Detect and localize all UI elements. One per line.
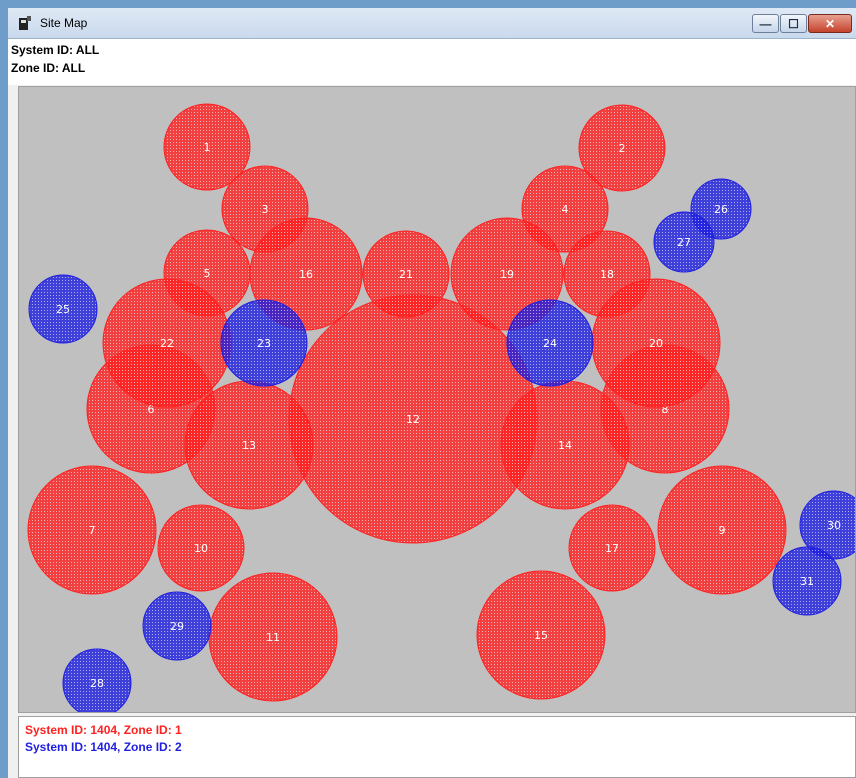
zone-circle-label: 3 <box>262 203 269 216</box>
filter-header: System ID: ALL Zone ID: ALL <box>8 39 856 85</box>
zone-circle-label: 6 <box>148 403 155 416</box>
minimize-button[interactable]: — <box>752 14 779 33</box>
zone-circle-shape[interactable] <box>220 299 308 387</box>
zone-circle-label: 12 <box>406 413 420 426</box>
zone-circle-2[interactable]: 2 <box>578 104 666 192</box>
title-bar[interactable]: Site Map — ☐ ✕ <box>8 8 856 39</box>
zone-circle-label: 13 <box>242 439 256 452</box>
zone-circle-20[interactable]: 20 <box>591 278 721 408</box>
zone-circle-shape[interactable] <box>568 504 656 592</box>
zone-circle-shape[interactable] <box>799 490 856 560</box>
zone-circle-label: 25 <box>56 303 70 316</box>
window-title: Site Map <box>40 16 88 30</box>
zone-circle-label: 19 <box>500 268 514 281</box>
zone-circle-label: 4 <box>562 203 569 216</box>
zone-circle-9[interactable]: 9 <box>657 465 787 595</box>
zone-circle-shape[interactable] <box>476 570 606 700</box>
zone-circle-shape[interactable] <box>27 465 157 595</box>
zone-circle-label: 28 <box>90 677 104 690</box>
zone-circle-29[interactable]: 29 <box>142 591 212 661</box>
zone-circle-label: 21 <box>399 268 413 281</box>
zone-circle-24[interactable]: 24 <box>506 299 594 387</box>
zone-circle-31[interactable]: 31 <box>772 546 842 616</box>
zone-circle-shape[interactable] <box>506 299 594 387</box>
zone-circle-label: 11 <box>266 631 280 644</box>
zone-circle-label: 16 <box>299 268 313 281</box>
zone-circle-shape[interactable] <box>163 103 251 191</box>
site-map-window: Site Map — ☐ ✕ System ID: ALL Zone ID: A… <box>8 8 856 778</box>
zone-circle-label: 8 <box>662 403 669 416</box>
zone-circle-13[interactable]: 13 <box>184 380 314 510</box>
zone-circle-11[interactable]: 11 <box>208 572 338 702</box>
zone-circle-label: 10 <box>194 542 208 555</box>
minimize-icon: — <box>759 16 772 31</box>
zone-circle-23[interactable]: 23 <box>220 299 308 387</box>
zone-circle-22[interactable]: 22 <box>102 278 232 408</box>
zone-circle-30[interactable]: 30 <box>799 490 856 560</box>
zone-circle-shape[interactable] <box>578 104 666 192</box>
zone-circle-19[interactable]: 19 <box>450 217 564 331</box>
zone-circle-label: 30 <box>827 519 841 532</box>
close-button[interactable]: ✕ <box>808 14 852 33</box>
zone-circle-label: 5 <box>204 267 211 280</box>
zone-circle-25[interactable]: 25 <box>28 274 98 344</box>
maximize-icon: ☐ <box>788 16 799 31</box>
zone-circle-17[interactable]: 17 <box>568 504 656 592</box>
zone-circle-label: 22 <box>160 337 174 350</box>
zone-circle-label: 26 <box>714 203 728 216</box>
legend-zone-1: System ID: 1404, Zone ID: 1 <box>25 723 182 737</box>
zone-circle-shape[interactable] <box>772 546 842 616</box>
legend-zone-2: System ID: 1404, Zone ID: 2 <box>25 740 182 754</box>
zone-circle-label: 23 <box>257 337 271 350</box>
zone-circle-label: 15 <box>534 629 548 642</box>
zone-circle-14[interactable]: 14 <box>500 380 630 510</box>
zone-circle-shape[interactable] <box>521 165 609 253</box>
zone-circle-28[interactable]: 28 <box>62 648 132 718</box>
close-icon: ✕ <box>824 16 836 31</box>
zone-circle-label: 31 <box>800 575 814 588</box>
zone-circle-label: 2 <box>619 142 626 155</box>
legend-panel: System ID: 1404, Zone ID: 1 System ID: 1… <box>18 716 856 778</box>
zone-circle-label: 14 <box>558 439 572 452</box>
site-map-canvas[interactable]: 1 2 3 4 5 6 7 8 9 10 11 12 13 14 15 16 17 18 19 20 21 22 23 24 2… <box>18 86 856 718</box>
zone-circle-7[interactable]: 7 <box>27 465 157 595</box>
zone-circle-21[interactable]: 21 <box>362 230 450 318</box>
zone-circle-12[interactable]: 12 <box>288 294 538 544</box>
zone-circle-27[interactable]: 27 <box>653 211 715 273</box>
zone-circle-label: 18 <box>600 268 614 281</box>
zone-circle-shape[interactable] <box>657 465 787 595</box>
zone-circle-shape[interactable] <box>653 211 715 273</box>
zone-circle-label: 9 <box>719 524 726 537</box>
zone-circle-label: 17 <box>605 542 619 555</box>
zone-circle-shape[interactable] <box>362 230 450 318</box>
app-icon <box>19 16 31 30</box>
zone-circle-10[interactable]: 10 <box>157 504 245 592</box>
system-id-label: System ID: ALL <box>11 43 100 57</box>
zone-circle-1[interactable]: 1 <box>163 103 251 191</box>
zone-id-label: Zone ID: ALL <box>11 61 86 75</box>
zone-circle-label: 20 <box>649 337 663 350</box>
maximize-button[interactable]: ☐ <box>780 14 807 33</box>
zone-circle-shape[interactable] <box>28 274 98 344</box>
zone-circle-shape[interactable] <box>142 591 212 661</box>
zone-circle-label: 24 <box>543 337 557 350</box>
zone-circle-label: 29 <box>170 620 184 633</box>
zone-circle-label: 7 <box>89 524 96 537</box>
zone-circle-label: 1 <box>204 141 211 154</box>
zone-circle-15[interactable]: 15 <box>476 570 606 700</box>
zone-circle-shape[interactable] <box>157 504 245 592</box>
zone-circle-4[interactable]: 4 <box>521 165 609 253</box>
zone-circle-shape[interactable] <box>450 217 564 331</box>
zone-circle-label: 27 <box>677 236 691 249</box>
